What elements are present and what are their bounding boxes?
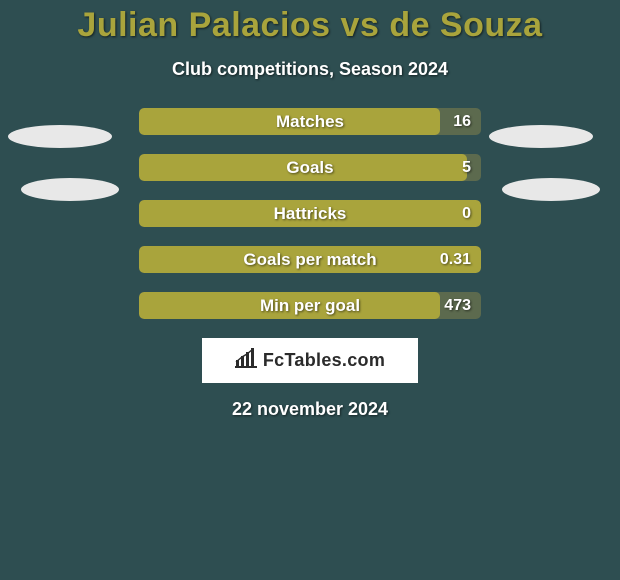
stat-row: Goals5 (0, 154, 620, 181)
title-vs: vs (331, 6, 390, 44)
stat-row: Hattricks0 (0, 200, 620, 227)
stat-value-right: 0 (462, 200, 471, 227)
comparison-infographic: Julian Palacios vs de Souza Club competi… (0, 0, 620, 580)
stat-bar-fill-left (139, 108, 440, 135)
stat-value-right: 473 (444, 292, 471, 319)
date-line: 22 november 2024 (0, 399, 620, 420)
stat-bar-fill-left (139, 154, 467, 181)
stat-bar: Hattricks0 (139, 200, 481, 227)
stat-value-right: 0.31 (440, 246, 471, 273)
title-player-right: de Souza (389, 6, 542, 44)
page-title: Julian Palacios vs de Souza (0, 0, 620, 45)
stat-row: Goals per match0.31 (0, 246, 620, 273)
stat-bar-fill-left (139, 200, 481, 227)
brand-box: FcTables.com (202, 338, 418, 383)
stat-bar: Matches16 (139, 108, 481, 135)
decorative-oval (8, 125, 112, 148)
stat-value-right: 5 (462, 154, 471, 181)
title-player-left: Julian Palacios (77, 6, 330, 44)
stat-bar: Min per goal473 (139, 292, 481, 319)
decorative-oval (489, 125, 593, 148)
stat-bar-fill-left (139, 292, 440, 319)
decorative-oval (502, 178, 600, 201)
brand-text: FcTables.com (263, 350, 385, 371)
stat-bar-fill-left (139, 246, 481, 273)
stat-bar: Goals per match0.31 (139, 246, 481, 273)
bar-chart-icon (235, 348, 257, 373)
decorative-oval (21, 178, 119, 201)
stat-value-right: 16 (453, 108, 471, 135)
stat-bar: Goals5 (139, 154, 481, 181)
stat-row: Min per goal473 (0, 292, 620, 319)
subtitle: Club competitions, Season 2024 (0, 59, 620, 80)
